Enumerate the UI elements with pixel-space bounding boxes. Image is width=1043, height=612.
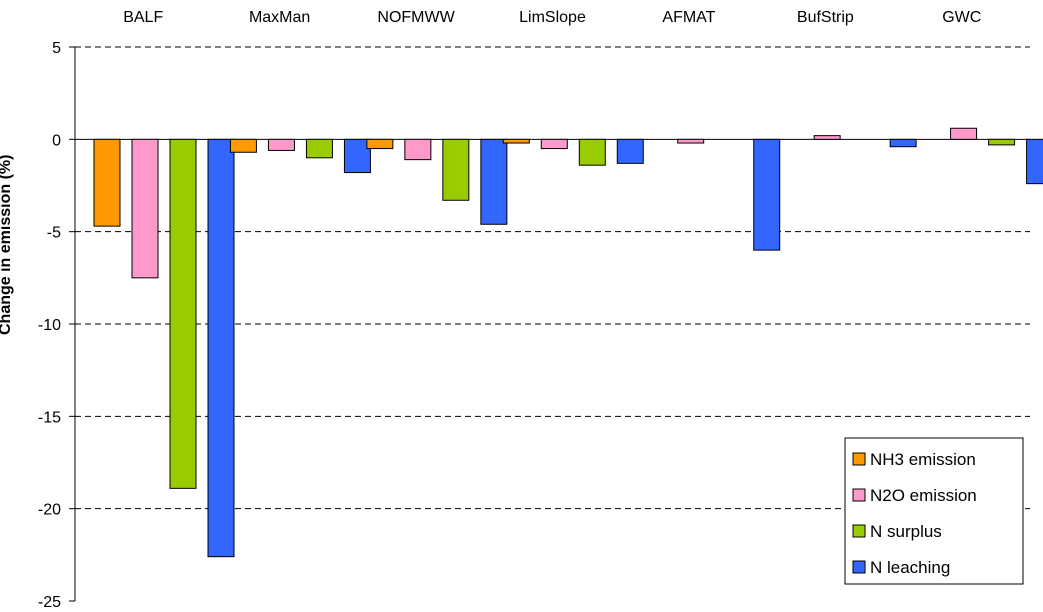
bar-n2o-emission (404, 138, 432, 161)
bar-n2o-emission (677, 138, 705, 144)
bar-n-leaching (207, 138, 235, 558)
bar-nh3-emission (502, 138, 530, 144)
bar-n-leaching (343, 138, 371, 174)
legend-box (844, 437, 1024, 585)
legend-swatch (852, 488, 866, 502)
category-label: NOFMWW (377, 9, 455, 26)
category-label: BufStrip (797, 9, 854, 26)
bar-n-surplus (442, 138, 470, 201)
y-tick-label: 0 (52, 132, 61, 149)
bar-n2o-emission (131, 138, 159, 279)
legend: NH3 emission N2O emission N surplus N leach… (844, 437, 1024, 585)
bar-n2o-emission (267, 138, 295, 151)
category-label: AFMAT (662, 9, 715, 26)
y-tick-label: -10 (38, 317, 61, 334)
bar-n-leaching (1026, 138, 1043, 185)
bar-n2o-emission (540, 138, 568, 150)
y-tick-label: -5 (47, 225, 61, 242)
legend-swatch (852, 452, 866, 466)
category-label: GWC (942, 9, 981, 26)
y-tick-label: -25 (38, 594, 61, 611)
bar-n-surplus (169, 138, 197, 489)
category-label: LimSlope (519, 9, 586, 26)
bar-n-leaching (753, 138, 781, 251)
bar-nh3-emission (366, 138, 394, 150)
bar-n2o-emission (813, 135, 841, 140)
category-label: MaxMan (249, 9, 310, 26)
legend-swatch (852, 560, 866, 574)
legend-label: NH3 emission (870, 450, 976, 469)
bar-n2o-emission (950, 127, 978, 140)
legend-label: N leaching (870, 558, 950, 577)
bar-n-leaching (616, 138, 644, 164)
bar-nh3-emission (229, 138, 257, 153)
legend-label: N surplus (870, 522, 942, 541)
bar-n-surplus (305, 138, 333, 159)
category-label: BALF (123, 9, 163, 26)
bar-n-surplus (988, 138, 1016, 146)
bar-n-leaching (889, 138, 917, 148)
category-labels: BALF MaxMan NOFMWW LimSlope AFMAT BufStrip GWC (123, 9, 981, 26)
y-tick-label: -20 (38, 502, 61, 519)
legend-label: N2O emission (870, 486, 977, 505)
y-axis: 5 0 -5 -10 -15 -20 -25 (38, 40, 76, 611)
legend-swatch (852, 524, 866, 538)
bar-n-leaching (480, 138, 508, 225)
bar-n-surplus (578, 138, 606, 166)
bar-nh3-emission (93, 138, 121, 227)
y-tick-label: -15 (38, 409, 61, 426)
y-tick-label: 5 (52, 40, 61, 57)
bars (93, 127, 1043, 558)
y-axis-title: Change in emission (%) (0, 155, 14, 335)
